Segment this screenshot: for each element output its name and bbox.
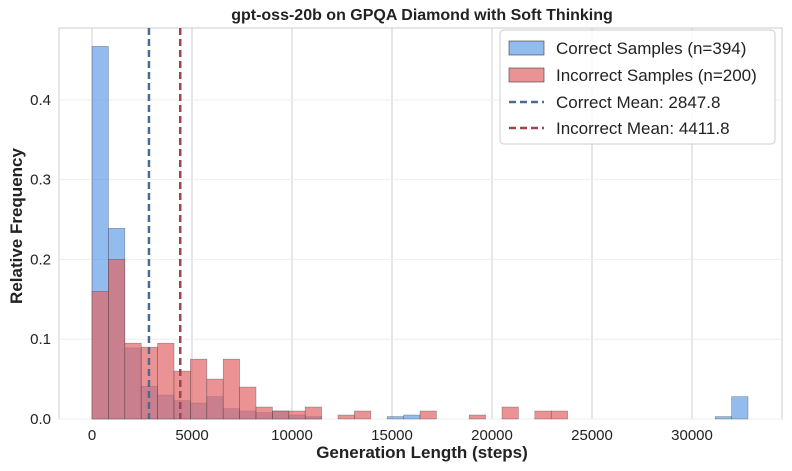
y-tick-label: 0.1 [30,331,51,348]
y-tick-label: 0.2 [30,251,51,268]
legend-frame [499,29,776,145]
bar-correct [386,416,404,420]
bar-incorrect [468,414,486,420]
bar-incorrect [288,410,306,420]
bar-correct [714,416,732,420]
bar-incorrect [124,342,142,420]
mean-lines [147,28,182,419]
bar-incorrect [108,259,126,420]
legend-label-correct: Correct Samples (n=394) [556,39,746,58]
bar-incorrect [222,358,240,420]
x-tick-label: 30000 [671,427,713,444]
bar-incorrect [206,378,224,420]
chart-title: gpt-oss-20b on GPQA Diamond with Soft Th… [231,7,613,24]
bar-incorrect [550,410,568,420]
bar-incorrect [157,342,175,420]
legend-label-incorrect: Incorrect Samples (n=200) [556,66,757,85]
x-tick-label: 15000 [371,427,413,444]
bar-incorrect [337,414,355,420]
bar-incorrect [501,406,519,420]
x-axis-ticks: 0 5000 10000 15000 20000 25000 30000 [88,427,713,444]
bar-incorrect [255,406,273,420]
bar-incorrect [304,406,322,420]
bar-incorrect [534,410,552,420]
bar-correct [403,414,421,420]
y-axis-ticks: 0.0 0.1 0.2 0.3 0.4 [30,92,51,428]
legend-swatch-correct [508,40,545,56]
x-tick-label: 0 [88,427,96,444]
legend-swatch-incorrect [508,67,545,83]
x-tick-label: 10000 [271,427,313,444]
x-tick-label: 25000 [571,427,613,444]
legend-label-incorrect-mean: Incorrect Mean: 4411.8 [556,119,730,138]
bar-incorrect [272,410,290,420]
incorrect-bars [91,259,568,420]
bar-incorrect [173,370,191,420]
bar-incorrect [354,410,372,420]
y-tick-label: 0.4 [30,92,51,109]
bar-incorrect [239,386,257,420]
y-axis-label: Relative Frequency [7,148,26,304]
bar-incorrect [190,358,208,420]
bar-incorrect [419,410,437,420]
y-tick-label: 0.0 [30,411,51,428]
x-tick-label: 20000 [471,427,513,444]
bar-correct [731,396,749,420]
legend-label-correct-mean: Correct Mean: 2847.8 [556,93,720,112]
x-tick-label: 5000 [175,427,208,444]
y-tick-label: 0.3 [30,172,51,189]
x-axis-label: Generation Length (steps) [316,443,528,462]
bar-incorrect [91,291,109,420]
legend: Correct Samples (n=394) Incorrect Sample… [499,29,776,145]
